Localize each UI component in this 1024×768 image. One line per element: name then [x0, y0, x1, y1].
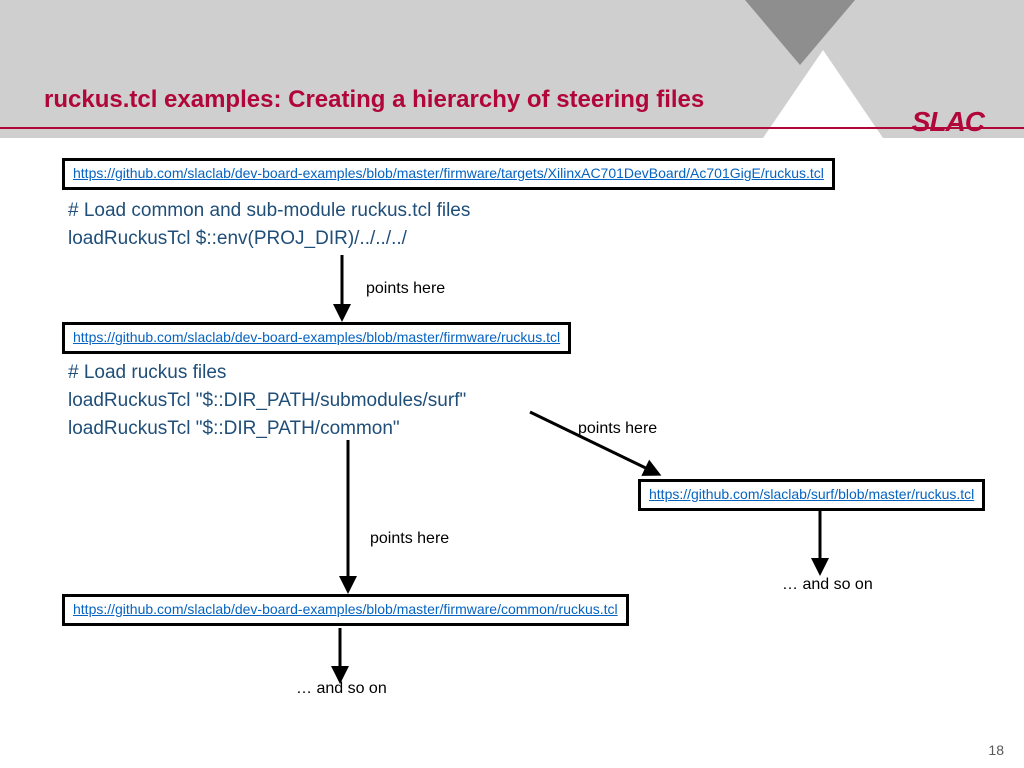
- arrow-1: [0, 0, 1024, 768]
- arrow-line-3: [530, 412, 656, 473]
- page-number: 18: [988, 742, 1004, 758]
